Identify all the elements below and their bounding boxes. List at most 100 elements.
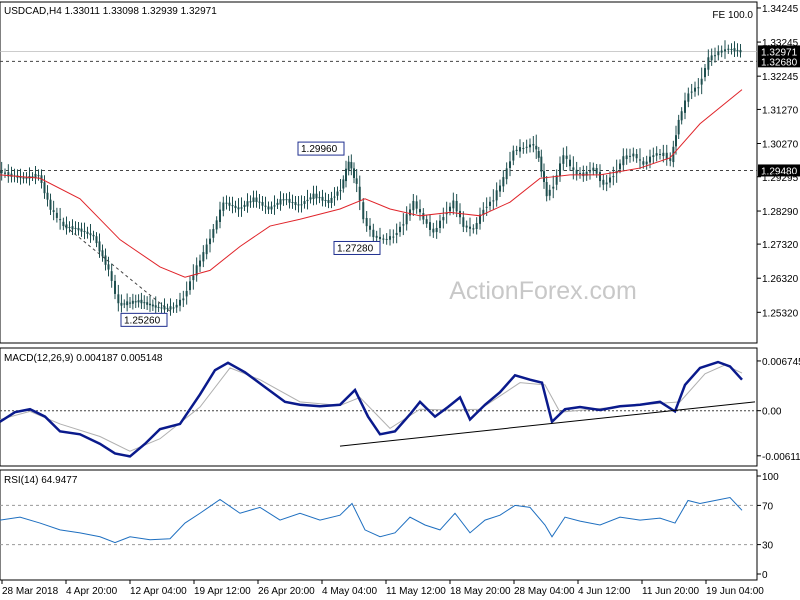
candle-body <box>575 169 578 175</box>
candle-body <box>612 176 615 178</box>
candle-body <box>62 221 65 227</box>
candle-body <box>80 228 83 232</box>
candle-body <box>677 119 680 135</box>
candle-body <box>83 230 86 233</box>
candle-body <box>432 228 435 233</box>
candle-body <box>609 177 611 183</box>
price-panel-frame <box>0 1 758 344</box>
candle-body <box>704 68 706 78</box>
candle-body <box>739 49 742 53</box>
candle-body <box>605 182 608 185</box>
candle-body <box>149 303 151 306</box>
candle-body <box>37 175 40 177</box>
candle-body <box>215 220 218 230</box>
candle-body <box>540 156 543 172</box>
candle-body <box>492 200 495 202</box>
candle-body <box>333 196 336 198</box>
candle-body <box>369 225 371 230</box>
candle-body <box>569 159 571 167</box>
candle-body <box>192 275 195 281</box>
candle-body <box>172 307 175 309</box>
candle-body <box>645 161 648 165</box>
candle-body <box>445 212 448 215</box>
price-y-tick-label: 1.29295 <box>762 173 799 184</box>
candle-body <box>4 172 6 174</box>
candle-body <box>395 232 398 236</box>
candle-body <box>652 155 655 158</box>
candle-body <box>442 217 445 221</box>
candle-body <box>355 178 358 184</box>
candle-body <box>7 172 10 177</box>
candle-body <box>179 299 181 306</box>
candle-body <box>324 199 327 201</box>
annotation-label: 1.29960 <box>301 144 338 155</box>
x-tick-label: 11 May 12:00 <box>386 586 446 597</box>
candle-body <box>166 307 169 309</box>
candle-body <box>347 161 350 170</box>
candle-body <box>294 202 297 206</box>
candle-body <box>297 204 300 206</box>
candle-body <box>212 229 215 238</box>
candle-body <box>675 135 677 147</box>
price-y-tick-label: 1.28290 <box>762 207 799 218</box>
candle-body <box>595 168 598 174</box>
candle-body <box>222 202 225 211</box>
candle-body <box>209 238 211 245</box>
price-y-tick-label: 1.25320 <box>762 308 799 319</box>
candle-body <box>482 209 485 215</box>
candle-body <box>582 172 585 177</box>
candle-body <box>309 197 312 200</box>
x-tick-label: 4 Jun 12:00 <box>578 586 631 597</box>
macd-y-tick-label: 0.00 <box>762 407 782 418</box>
candle-body <box>288 198 291 203</box>
candle-body <box>154 305 157 308</box>
candle-body <box>562 155 565 164</box>
x-tick-label: 28 Mar 2018 <box>2 586 59 597</box>
candle-body <box>479 214 481 224</box>
annotation-label: 1.27280 <box>337 243 374 254</box>
candle-body <box>415 201 418 209</box>
candle-body <box>733 48 736 52</box>
candle-body <box>321 196 324 201</box>
candle-body <box>137 300 140 303</box>
candle-body <box>717 51 720 56</box>
candle-body <box>465 225 468 228</box>
candle-body <box>727 48 730 50</box>
candle-body <box>86 231 89 234</box>
candle-body <box>730 48 733 50</box>
annotation-box <box>120 312 168 327</box>
candle-body <box>163 306 166 310</box>
candle-body <box>303 201 306 204</box>
candle-body <box>589 171 591 173</box>
candle-body <box>126 301 129 306</box>
candle-body <box>255 197 258 203</box>
candle-body <box>385 238 388 240</box>
candle-body <box>419 209 421 213</box>
candle-body <box>555 175 558 185</box>
candle-body <box>140 299 143 304</box>
candle-body <box>707 57 710 70</box>
candle-body <box>71 226 74 230</box>
support-lines <box>64 225 171 312</box>
candle-body <box>469 226 471 229</box>
candle-body <box>231 205 234 207</box>
candle-body <box>455 200 458 212</box>
price-levels: 1.32680 1.29480 1.32971 <box>0 45 800 177</box>
candle-body <box>602 179 605 185</box>
x-tick-label: 18 May 20:00 <box>450 586 511 597</box>
x-tick-label: 4 Apr 20:00 <box>66 586 118 597</box>
candle-body <box>629 155 631 157</box>
candle-body <box>502 177 505 187</box>
candle-body <box>710 55 713 61</box>
candle-body <box>77 227 80 231</box>
candle-body <box>46 192 49 200</box>
macd-line <box>0 360 743 458</box>
candle-body <box>662 152 665 157</box>
candle-body <box>306 199 309 202</box>
candle-body <box>690 91 693 93</box>
candle-body <box>92 234 95 237</box>
candle-body <box>529 144 531 148</box>
x-axis: 28 Mar 2018 4 Apr 20:00 12 Apr 04:00 19 Apr… <box>1 580 764 597</box>
price-panel-header: USDCAD,H4 1.33011 1.33098 1.32939 1.3297… <box>4 6 217 17</box>
candle-body <box>382 238 385 240</box>
